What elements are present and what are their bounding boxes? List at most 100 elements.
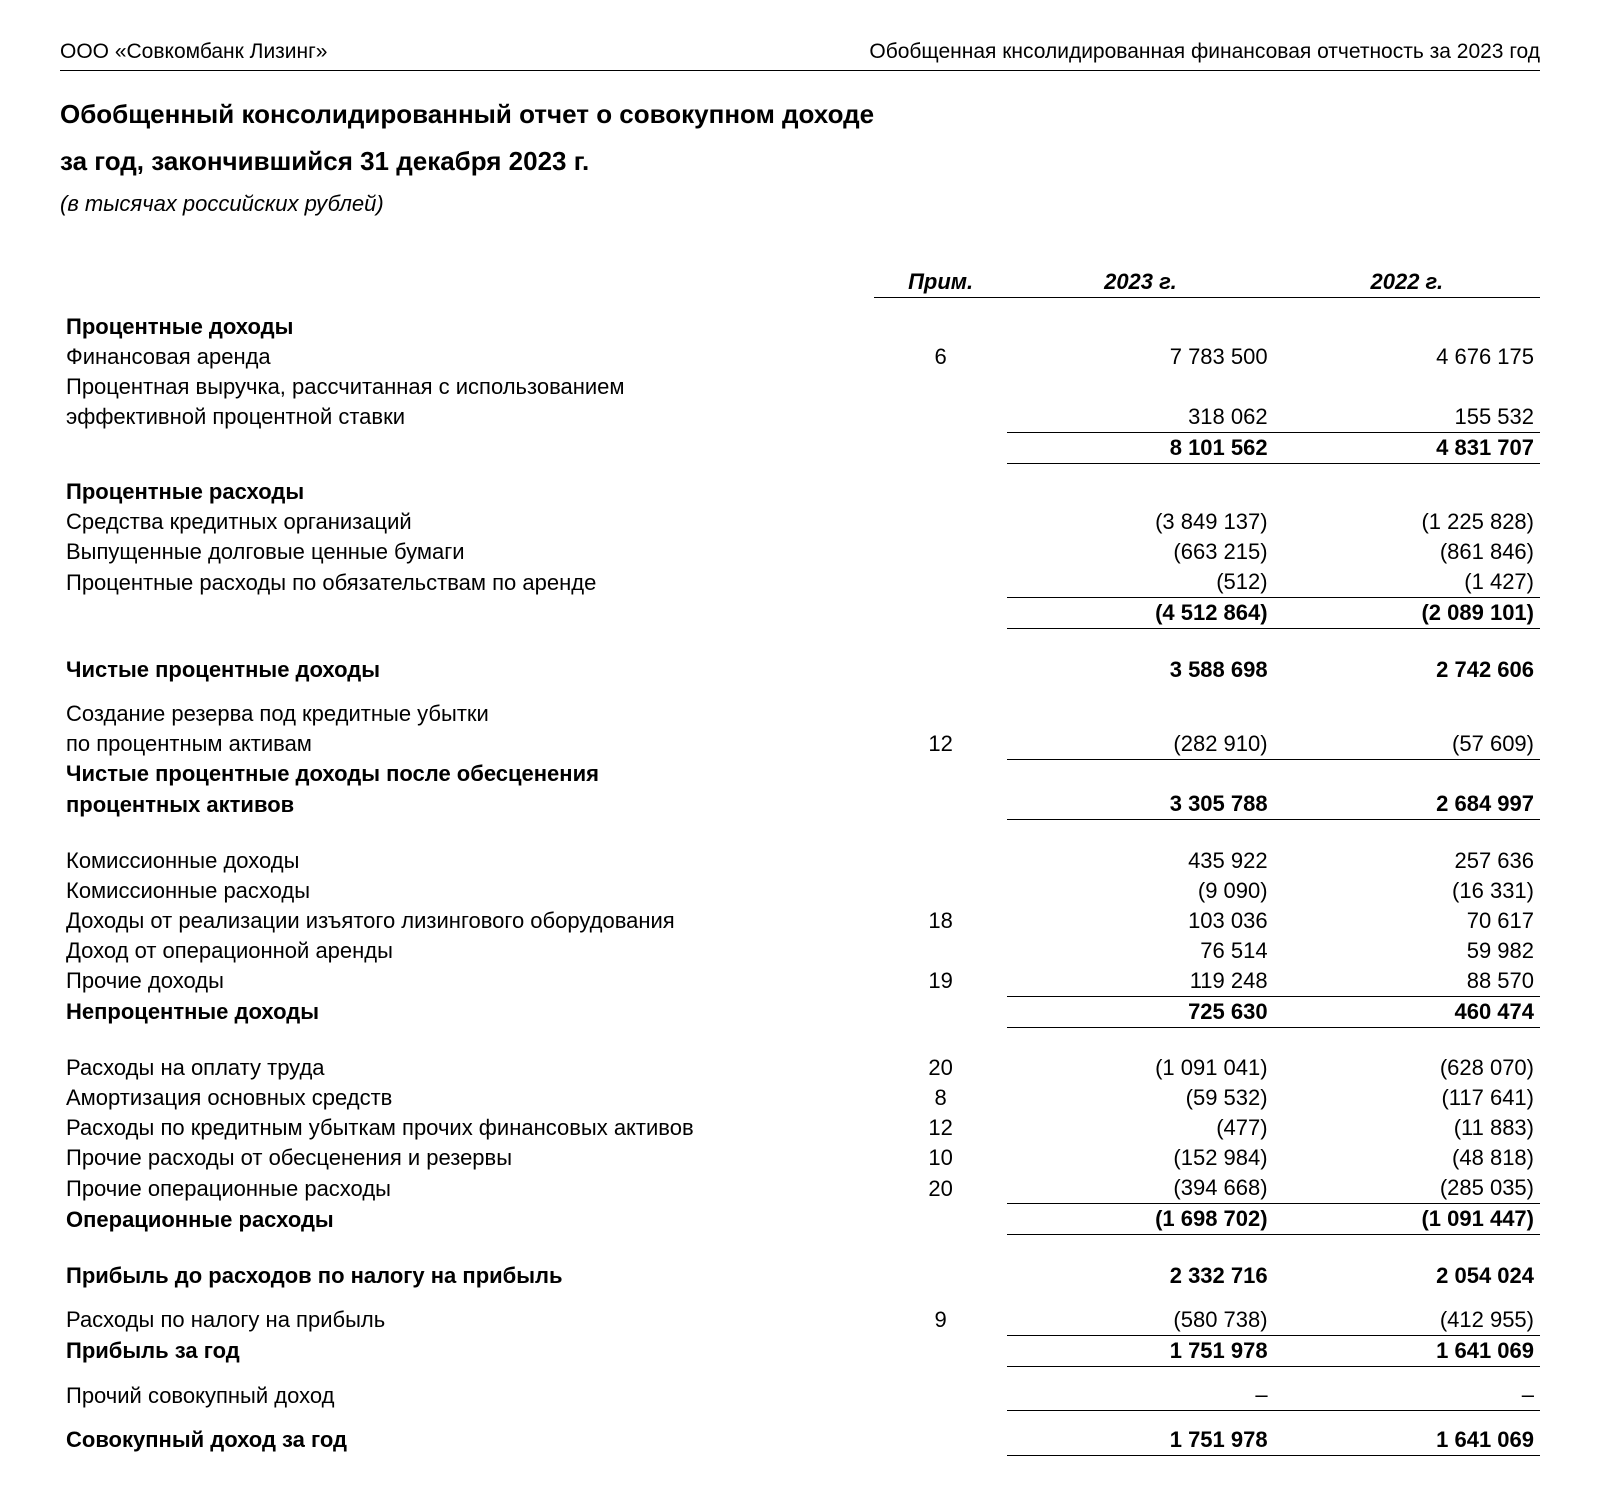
label: Процентные расходы bbox=[60, 477, 874, 507]
row-profit-before-tax: Прибыль до расходов по налогу на прибыль… bbox=[60, 1261, 1540, 1291]
label: Средства кредитных организаций bbox=[60, 507, 874, 537]
label: Чистые процентные доходы после обесценен… bbox=[60, 759, 874, 789]
note: 12 bbox=[874, 1113, 1007, 1143]
val-2023: 318 062 bbox=[1007, 402, 1273, 433]
row-depreciation: Амортизация основных средств 8 (59 532) … bbox=[60, 1083, 1540, 1113]
row-eir-line1: Процентная выручка, рассчитанная с испол… bbox=[60, 372, 1540, 402]
val-2022: 4 831 707 bbox=[1274, 432, 1540, 463]
label: Комиссионные расходы bbox=[60, 876, 874, 906]
note: 9 bbox=[874, 1305, 1007, 1336]
val-2023: 7 783 500 bbox=[1007, 342, 1273, 372]
label: по процентным активам bbox=[60, 729, 874, 760]
row-oper-lease-income: Доход от операционной аренды 76 514 59 9… bbox=[60, 936, 1540, 966]
val-2022: (285 035) bbox=[1274, 1173, 1540, 1204]
note: 20 bbox=[874, 1053, 1007, 1083]
row-opex-total: Операционные расходы (1 698 702) (1 091 … bbox=[60, 1204, 1540, 1235]
row-noninterest-income-total: Непроцентные доходы 725 630 460 474 bbox=[60, 996, 1540, 1027]
label: Расходы по кредитным убыткам прочих фина… bbox=[60, 1113, 874, 1143]
val-2023: (663 215) bbox=[1007, 537, 1273, 567]
label: Операционные расходы bbox=[60, 1204, 874, 1235]
val-2022: (48 818) bbox=[1274, 1143, 1540, 1173]
note: 19 bbox=[874, 966, 1007, 997]
label: Комиссионные доходы bbox=[60, 846, 874, 876]
val-2022: (11 883) bbox=[1274, 1113, 1540, 1143]
section-interest-income: Процентные доходы bbox=[60, 312, 1540, 342]
val-2022: 2 684 997 bbox=[1274, 789, 1540, 820]
label: Процентная выручка, рассчитанная с испол… bbox=[60, 372, 874, 402]
label: Доход от операционной аренды bbox=[60, 936, 874, 966]
val-2022: (1 091 447) bbox=[1274, 1204, 1540, 1235]
label: Прочие расходы от обесценения и резервы bbox=[60, 1143, 874, 1173]
row-net-interest-income: Чистые процентные доходы 3 588 698 2 742… bbox=[60, 655, 1540, 685]
val-2022: (16 331) bbox=[1274, 876, 1540, 906]
note: 12 bbox=[874, 729, 1007, 760]
val-2022: (117 641) bbox=[1274, 1083, 1540, 1113]
label: Расходы на оплату труда bbox=[60, 1053, 874, 1083]
row-other-opex: Прочие операционные расходы 20 (394 668)… bbox=[60, 1173, 1540, 1204]
val-2023: 435 922 bbox=[1007, 846, 1273, 876]
row-interest-expense-total: (4 512 864) (2 089 101) bbox=[60, 598, 1540, 629]
note: 6 bbox=[874, 342, 1007, 372]
note: 18 bbox=[874, 906, 1007, 936]
row-interest-income-total: 8 101 562 4 831 707 bbox=[60, 432, 1540, 463]
val-2023: (1 091 041) bbox=[1007, 1053, 1273, 1083]
val-2023: (512) bbox=[1007, 567, 1273, 598]
label: Чистые процентные доходы bbox=[60, 655, 874, 685]
row-lease-liabilities: Процентные расходы по обязательствам по … bbox=[60, 567, 1540, 598]
val-2023: 1 751 978 bbox=[1007, 1335, 1273, 1366]
report-title: Обобщенный консолидированный отчет о сов… bbox=[60, 99, 1540, 130]
val-2023: (9 090) bbox=[1007, 876, 1273, 906]
val-2022: 88 570 bbox=[1274, 966, 1540, 997]
currency-units: (в тысячах российских рублей) bbox=[60, 191, 1540, 217]
label: Совокупный доход за год bbox=[60, 1425, 874, 1456]
val-2023: 8 101 562 bbox=[1007, 432, 1273, 463]
val-2022: (412 955) bbox=[1274, 1305, 1540, 1336]
row-provision-line2: по процентным активам 12 (282 910) (57 6… bbox=[60, 729, 1540, 760]
val-2023: (394 668) bbox=[1007, 1173, 1273, 1204]
row-total-comprehensive-income: Совокупный доход за год 1 751 978 1 641 … bbox=[60, 1425, 1540, 1456]
label: Непроцентные доходы bbox=[60, 996, 874, 1027]
val-2023: 2 332 716 bbox=[1007, 1261, 1273, 1291]
page-header: ООО «Совкомбанк Лизинг» Обобщенная кнсол… bbox=[60, 40, 1540, 71]
header-report-name: Обобщенная кнсолидированная финансовая о… bbox=[869, 40, 1540, 64]
row-payroll: Расходы на оплату труда 20 (1 091 041) (… bbox=[60, 1053, 1540, 1083]
section-interest-expense: Процентные расходы bbox=[60, 477, 1540, 507]
label: Расходы по налогу на прибыль bbox=[60, 1305, 874, 1336]
val-2022: 70 617 bbox=[1274, 906, 1540, 936]
row-other-income: Прочие доходы 19 119 248 88 570 bbox=[60, 966, 1540, 997]
val-2022: (628 070) bbox=[1274, 1053, 1540, 1083]
col-header-2023: 2023 г. bbox=[1007, 267, 1273, 298]
row-net-int-after-impair-line1: Чистые процентные доходы после обесценен… bbox=[60, 759, 1540, 789]
note: 10 bbox=[874, 1143, 1007, 1173]
label: процентных активов bbox=[60, 789, 874, 820]
val-2023: 103 036 bbox=[1007, 906, 1273, 936]
val-2023: 119 248 bbox=[1007, 966, 1273, 997]
label: Финансовая аренда bbox=[60, 342, 874, 372]
report-subtitle: за год, закончившийся 31 декабря 2023 г. bbox=[60, 146, 1540, 177]
label: Амортизация основных средств bbox=[60, 1083, 874, 1113]
val-2022: 1 641 069 bbox=[1274, 1335, 1540, 1366]
label: Процентные расходы по обязательствам по … bbox=[60, 567, 874, 598]
income-statement-table: Прим. 2023 г. 2022 г. Процентные доходы … bbox=[60, 267, 1540, 1456]
val-2022: (861 846) bbox=[1274, 537, 1540, 567]
label: эффективной процентной ставки bbox=[60, 402, 874, 433]
val-2023: (477) bbox=[1007, 1113, 1273, 1143]
val-2022: 257 636 bbox=[1274, 846, 1540, 876]
val-2023: – bbox=[1007, 1380, 1273, 1411]
header-company: ООО «Совкомбанк Лизинг» bbox=[60, 40, 327, 64]
val-2022: 155 532 bbox=[1274, 402, 1540, 433]
val-2023: (4 512 864) bbox=[1007, 598, 1273, 629]
val-2022: 2 054 024 bbox=[1274, 1261, 1540, 1291]
note: 20 bbox=[874, 1173, 1007, 1204]
row-net-int-after-impair-line2: процентных активов 3 305 788 2 684 997 bbox=[60, 789, 1540, 820]
val-2023: (59 532) bbox=[1007, 1083, 1273, 1113]
row-fee-income: Комиссионные доходы 435 922 257 636 bbox=[60, 846, 1540, 876]
row-other-comprehensive-income: Прочий совокупный доход – – bbox=[60, 1380, 1540, 1411]
label: Прочие операционные расходы bbox=[60, 1173, 874, 1204]
val-2022: 2 742 606 bbox=[1274, 655, 1540, 685]
col-header-2022: 2022 г. bbox=[1274, 267, 1540, 298]
row-credit-orgs: Средства кредитных организаций (3 849 13… bbox=[60, 507, 1540, 537]
val-2023: (3 849 137) bbox=[1007, 507, 1273, 537]
val-2022: (57 609) bbox=[1274, 729, 1540, 760]
label: Создание резерва под кредитные убытки bbox=[60, 699, 874, 729]
